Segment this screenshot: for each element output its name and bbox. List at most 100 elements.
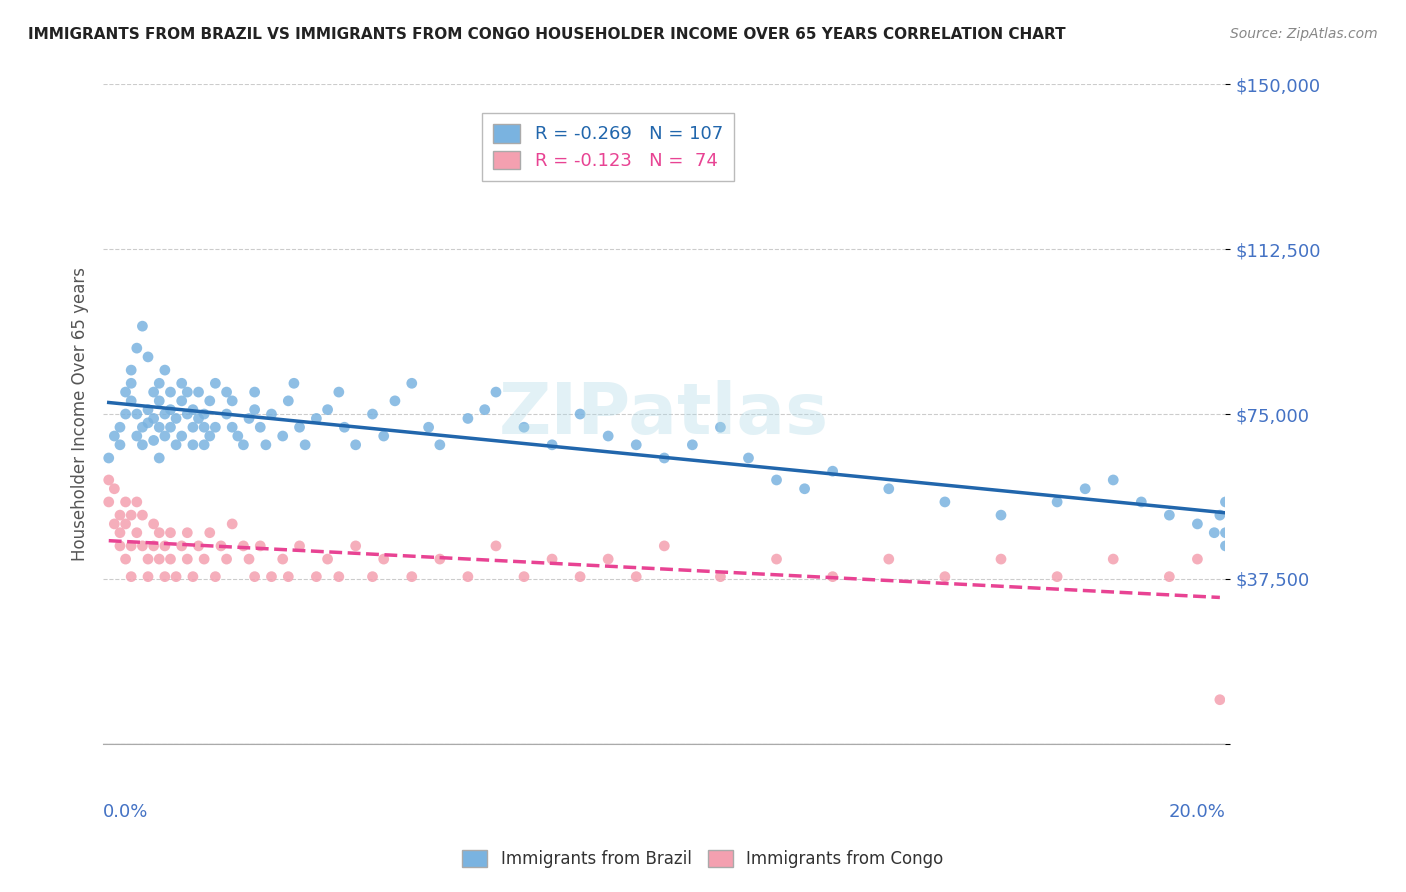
Point [221,420,243,434]
Text: IMMIGRANTS FROM BRAZIL VS IMMIGRANTS FROM CONGO HOUSEHOLDER INCOME OVER 65 YEARS: IMMIGRANTS FROM BRAZIL VS IMMIGRANTS FRO… [28,27,1066,42]
Point [305,569,328,583]
Point [541,438,564,452]
Point [1159,508,1181,523]
Point [709,569,731,583]
Point [136,402,159,417]
Point [513,569,536,583]
Point [221,516,243,531]
Point [120,363,142,377]
Point [990,508,1012,523]
Point [159,525,181,540]
Point [125,429,148,443]
Point [681,438,703,452]
Point [136,416,159,430]
Point [401,376,423,391]
Point [125,407,148,421]
Point [120,393,142,408]
Point [125,495,148,509]
Point [598,429,620,443]
Point [209,539,232,553]
Point [877,482,900,496]
Point [170,539,193,553]
Point [204,569,226,583]
Point [120,376,142,391]
Point [1159,569,1181,583]
Point [243,385,266,400]
Point [108,539,131,553]
Point [373,429,395,443]
Point [148,552,170,566]
Point [153,407,176,421]
Point [97,473,120,487]
Point [271,552,294,566]
Point [97,495,120,509]
Point [990,552,1012,566]
Text: 0.0%: 0.0% [103,803,149,821]
Point [170,376,193,391]
Point [249,539,271,553]
Point [652,539,675,553]
Point [333,420,356,434]
Point [1187,516,1209,531]
Point [148,420,170,434]
Point [373,552,395,566]
Point [316,402,339,417]
Point [198,393,221,408]
Point [277,569,299,583]
Point [1130,495,1153,509]
Point [103,516,125,531]
Point [204,420,226,434]
Point [114,552,136,566]
Point [148,450,170,465]
Point [294,438,316,452]
Point [181,420,204,434]
Point [193,438,215,452]
Point [142,434,165,448]
Point [136,552,159,566]
Point [238,552,260,566]
Point [288,420,311,434]
Point [429,552,451,566]
Point [316,552,339,566]
Point [1102,473,1125,487]
Point [1046,569,1069,583]
Point [1209,692,1232,706]
Point [1209,508,1232,523]
Point [193,552,215,566]
Point [485,539,508,553]
Point [626,569,648,583]
Point [569,569,592,583]
Point [260,407,283,421]
Point [108,525,131,540]
Point [131,438,153,452]
Point [344,438,367,452]
Point [187,385,209,400]
Point [238,411,260,425]
Point [305,411,328,425]
Point [457,569,479,583]
Point [243,402,266,417]
Point [125,341,148,355]
Point [108,438,131,452]
Point [541,552,564,566]
Point [176,552,198,566]
Point [114,516,136,531]
Point [598,552,620,566]
Point [1187,552,1209,566]
Point [652,450,675,465]
Point [401,569,423,583]
Point [226,429,249,443]
Point [120,569,142,583]
Point [131,539,153,553]
Point [181,402,204,417]
Point [328,569,350,583]
Point [288,539,311,553]
Point [569,407,592,421]
Point [709,420,731,434]
Point [193,420,215,434]
Point [765,552,787,566]
Point [153,569,176,583]
Point [159,385,181,400]
Point [136,569,159,583]
Text: 20.0%: 20.0% [1168,803,1226,821]
